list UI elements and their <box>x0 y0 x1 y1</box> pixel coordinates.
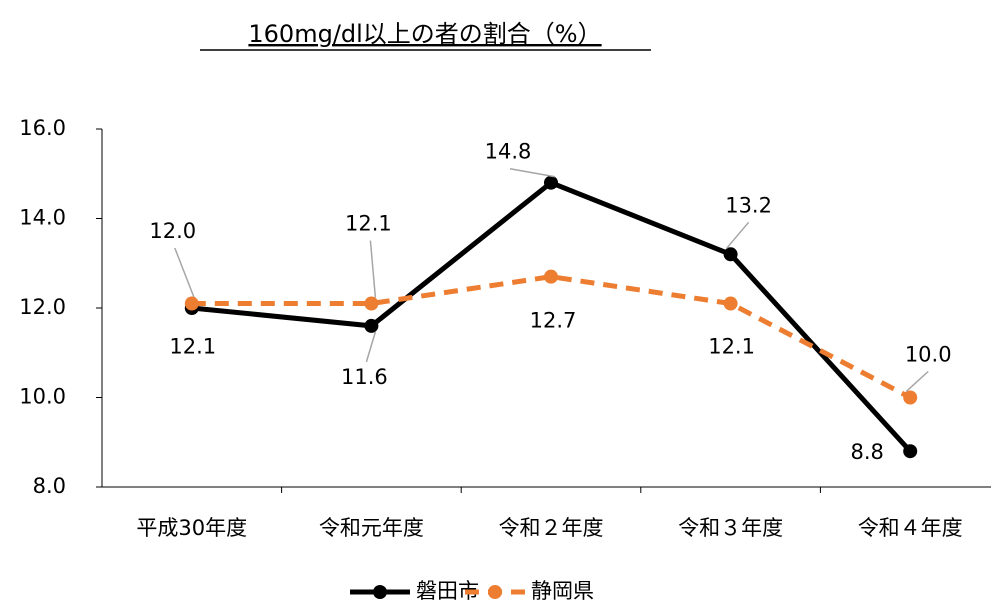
data-label: 14.8 <box>485 140 532 164</box>
data-point <box>723 296 738 311</box>
data-label: 11.6 <box>341 365 388 389</box>
legend-label: 静岡県 <box>531 579 594 603</box>
leader-line <box>905 370 929 393</box>
chart-title: 160mg/dl以上の者の割合（%） <box>248 20 601 48</box>
x-tick-label: 令和４年度 <box>858 516 963 540</box>
data-point <box>364 318 379 333</box>
series-line <box>191 274 912 400</box>
data-label: 10.0 <box>905 343 952 367</box>
y-tick-label: 10.0 <box>19 385 66 409</box>
y-tick-label: 12.0 <box>19 295 66 319</box>
data-point <box>364 296 379 311</box>
data-point <box>544 269 558 284</box>
data-point <box>184 296 199 311</box>
leader-line <box>509 167 556 178</box>
leader-line <box>365 331 377 363</box>
data-label: 12.0 <box>149 219 196 243</box>
data-point <box>903 444 918 459</box>
leader-line <box>726 221 750 249</box>
data-label: 12.1 <box>169 335 216 359</box>
x-tick-label: 平成30年度 <box>136 516 247 540</box>
data-label: 8.8 <box>850 440 883 464</box>
data-label: 12.1 <box>708 335 755 359</box>
data-label: 12.7 <box>530 309 577 333</box>
leader-line <box>369 240 377 298</box>
data-point <box>723 247 738 262</box>
x-tick-label: 令和３年度 <box>678 516 783 540</box>
data-label: 12.1 <box>345 212 392 236</box>
y-tick-label: 16.0 <box>19 116 66 140</box>
y-tick-label: 14.0 <box>19 206 66 230</box>
data-label: 13.2 <box>725 193 772 217</box>
y-tick-label: 8.0 <box>33 474 66 498</box>
x-tick-label: 令和元年度 <box>319 516 424 540</box>
data-point <box>903 390 918 405</box>
data-point <box>544 175 558 190</box>
legend-marker <box>488 585 502 599</box>
x-tick-label: 令和２年度 <box>499 516 604 540</box>
legend-marker <box>373 585 387 599</box>
leader-line <box>174 247 197 303</box>
